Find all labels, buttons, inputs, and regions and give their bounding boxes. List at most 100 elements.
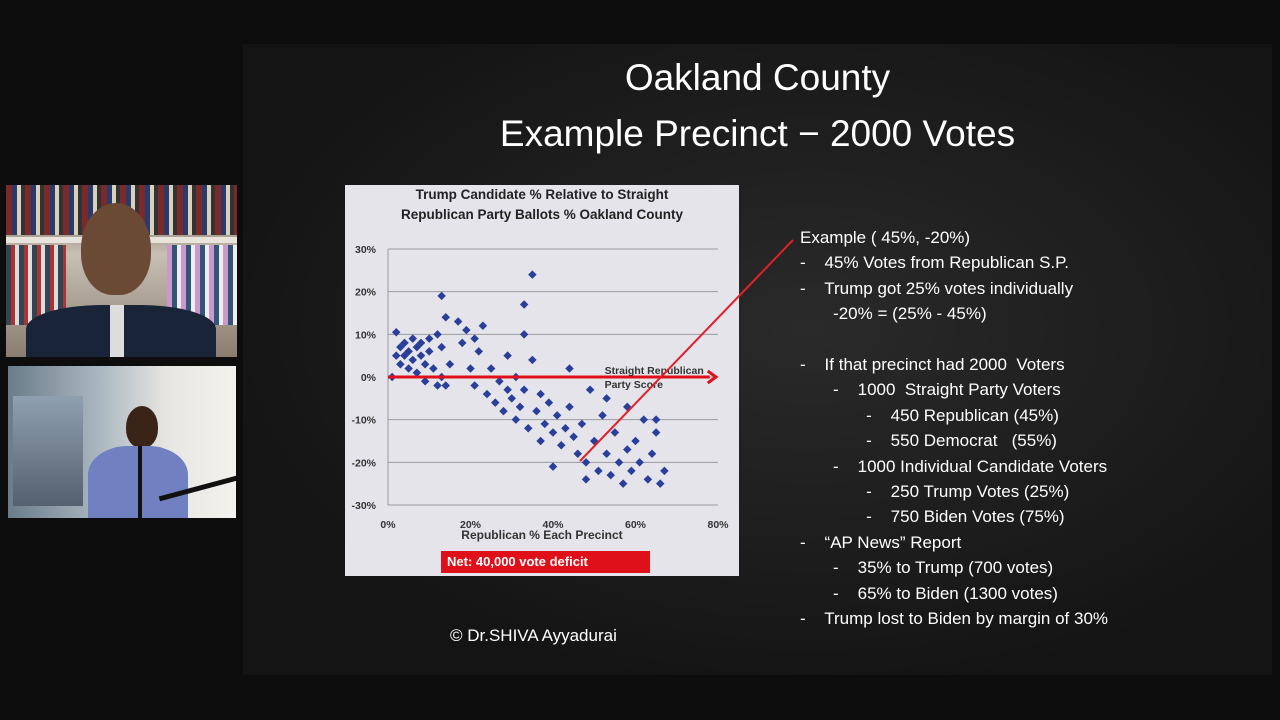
y-tick-label: 10% [355,329,377,341]
data-point [462,325,471,335]
data-point [614,458,624,467]
data-point [392,327,401,337]
data-point [486,364,496,373]
data-point [627,466,636,476]
data-point [433,330,442,339]
webcam-feed-guest [8,366,236,518]
data-point [416,351,426,360]
data-point [441,313,450,322]
data-point [433,381,442,390]
x-axis-label: Republican % Each Precinct [461,528,623,542]
data-point [491,398,500,407]
data-point [425,334,434,343]
data-point [577,419,587,429]
data-point [437,291,446,301]
x-tick-label: 0% [380,519,396,531]
data-point [647,449,657,459]
data-point [606,470,615,480]
data-point [400,338,409,348]
data-point [557,441,566,450]
data-point [581,458,591,467]
data-point [408,355,417,365]
data-point [565,402,574,412]
data-point [594,466,603,476]
note-line: - 750 Biden Votes (75%) [800,507,1065,527]
y-tick-label: -10% [351,415,376,427]
data-point [532,406,541,416]
presentation-slide: Oakland County Example Precinct − 2000 V… [243,44,1272,675]
data-point [519,300,529,309]
data-point [573,449,582,459]
data-point [618,479,628,488]
webcam-feed-host [6,185,237,357]
plot-area: 30%20%10%0%-10%-20%-30%0% 20% 40% 60% 80%Str… [351,244,729,531]
data-point [631,436,640,446]
note-line: - 65% to Biden (1300 votes) [800,583,1058,603]
slide-subtitle: Example Precinct − 2000 Votes [499,113,1016,154]
data-point [408,334,417,343]
data-point [420,377,430,386]
data-point [466,364,475,373]
note-line: - 550 Democrat (55%) [800,431,1057,451]
data-point [519,385,529,395]
scatter-chart: Trump Candidate % Relative to Straight R… [345,185,739,576]
data-point [478,321,488,331]
note-line: - 1000 Individual Candidate Voters [800,456,1108,476]
data-point [437,342,446,352]
note-line: - Trump got 25% votes individually [800,278,1074,298]
data-point [536,436,545,446]
data-point [548,428,558,437]
data-point [458,338,467,348]
data-point [581,475,591,484]
data-point [503,385,512,395]
net-deficit-label: Net: 40,000 vote deficit [441,551,650,573]
y-tick-label: -20% [351,457,376,469]
data-point [528,355,537,365]
data-point [392,351,401,360]
y-tick-label: -30% [351,500,376,512]
data-point [656,479,665,488]
data-point [429,364,438,373]
data-point [412,368,422,377]
example-notes: Example ( 45%, -20%) - 45% Votes from Rep… [800,225,1108,632]
data-point [524,423,533,433]
note-line: - 1000 Straight Party Voters [800,380,1061,400]
data-point [528,270,537,279]
data-point [507,394,516,403]
data-point [420,359,430,369]
data-point [623,445,632,454]
note-line: Example ( 45%, -20%) [800,228,971,247]
note-line: - 450 Republican (45%) [800,405,1059,425]
data-point [590,436,599,446]
data-point [643,475,653,484]
data-point [610,428,620,437]
data-point [416,338,426,348]
data-point [651,428,661,437]
note-line: - “AP News” Report [800,532,962,552]
data-point [495,377,504,386]
data-point [536,389,545,399]
x-tick-label: 60% [625,519,647,531]
data-point [635,458,644,467]
note-line [800,327,1108,352]
data-point [511,415,521,424]
data-point [660,466,669,476]
y-tick-label: 0% [361,372,377,384]
data-point [639,415,648,424]
data-point [598,411,607,420]
data-point [552,411,562,420]
note-line: - 250 Trump Votes (25%) [800,482,1070,502]
data-point [602,394,611,403]
data-point [425,347,434,356]
data-point [519,330,529,339]
data-point [404,347,413,356]
data-point [470,334,479,343]
note-line: - 35% to Trump (700 votes) [800,558,1054,578]
x-tick-label: 40% [542,519,564,531]
data-point [404,364,413,373]
y-tick-label: 30% [355,244,377,256]
data-point [565,364,574,373]
data-point [561,423,570,433]
data-point [544,398,554,407]
data-point [474,347,483,356]
